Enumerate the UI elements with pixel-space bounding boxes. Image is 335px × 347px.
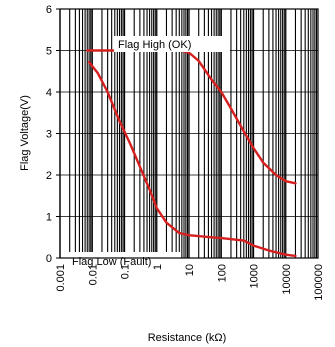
y-tick-label: 2 — [46, 170, 52, 182]
annotation-flag-low-box — [68, 252, 180, 269]
series-lines — [86, 49, 297, 258]
x-tick-label: 0.1 — [120, 264, 132, 279]
x-tick-label: 0.001 — [55, 264, 67, 292]
axis-ticks: 0 1 2 3 4 5 6 0.001 0.01 0.1 1 10 100 1000 10000 100000 — [46, 4, 325, 301]
x-tick-label: 10 — [184, 264, 196, 276]
x-tick-label: 1000 — [249, 264, 261, 288]
x-tick-label: 100 — [216, 264, 228, 282]
annotation-flag-high-box — [114, 36, 230, 52]
series-flag-low-line — [87, 60, 297, 258]
annotations: Flag High (OK) Flag Low (Fault) — [68, 36, 230, 269]
x-tick-label: 0.01 — [87, 264, 99, 285]
annotation-flag-low-label: Flag Low (Fault) — [72, 256, 151, 268]
x-tick-label: 10000 — [281, 264, 293, 295]
y-tick-label: 6 — [46, 4, 52, 16]
y-tick-label: 3 — [46, 129, 52, 141]
y-tick-label: 5 — [46, 46, 52, 58]
y-tick-label: 1 — [46, 212, 52, 224]
x-tick-label: 100000 — [313, 264, 325, 301]
x-axis-label: Resistance (kΩ) — [148, 332, 227, 344]
y-axis-label: Flag Voltage(V) — [19, 95, 31, 171]
annotation-flag-high-label: Flag High (OK) — [118, 39, 191, 51]
annotation-flag-high: Flag High (OK) — [114, 36, 230, 52]
y-tick-label: 0 — [46, 253, 52, 265]
y-tick-label: 4 — [46, 87, 52, 99]
annotation-flag-low: Flag Low (Fault) — [68, 252, 180, 269]
x-tick-label: 1 — [152, 264, 164, 270]
